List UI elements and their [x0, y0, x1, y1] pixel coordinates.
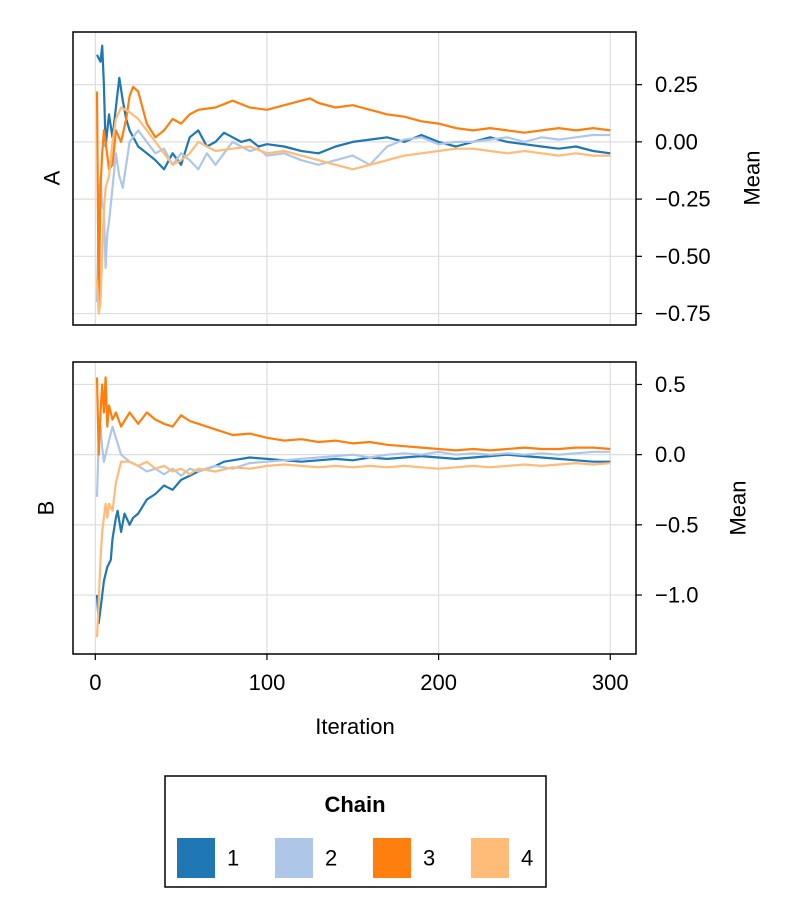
- panel-a-y-tick-label: 0.00: [655, 129, 698, 154]
- x-tick-label: 300: [592, 670, 629, 695]
- panel-b-y-tick-label: 0.5: [655, 372, 686, 397]
- panel-b-y-tick-label: −0.5: [655, 512, 698, 537]
- panel-b-y-axis-label: Mean: [726, 480, 751, 535]
- legend-label-2: 2: [325, 846, 337, 871]
- panel-b-series-4-line: [95, 460, 611, 638]
- legend-items: 1 2 3 4: [177, 838, 533, 878]
- x-axis-ticks: 0 100 200 300: [89, 654, 629, 695]
- legend-label-4: 4: [521, 846, 533, 871]
- panel-b-series-3-line: [95, 376, 611, 456]
- panel-b-label: B: [34, 501, 59, 516]
- x-tick-label: 0: [89, 670, 101, 695]
- panel-a-y-tick-label: −0.25: [655, 187, 711, 212]
- panel-a-y-ticks: 0.25 0.00 −0.25 −0.50 −0.75: [636, 72, 711, 326]
- legend-swatch-4: [471, 838, 509, 878]
- panel-a: 0.25 0.00 −0.25 −0.50 −0.75 A Mean: [40, 31, 765, 326]
- panel-a-label: A: [40, 170, 65, 185]
- panel-b-series-1-line: [95, 453, 611, 625]
- panel-a-y-axis-label: Mean: [740, 150, 765, 205]
- panel-b-series-lines: [95, 376, 611, 638]
- legend-label-3: 3: [423, 846, 435, 871]
- panel-b-series-2-line: [95, 425, 611, 497]
- panel-b-frame: [72, 361, 637, 655]
- legend: Chain 1 2 3 4: [164, 775, 547, 888]
- panel-a-series-3-line: [95, 85, 611, 308]
- panel-a-series-2-line: [95, 129, 611, 303]
- panel-b-y-tick-label: 0.0: [655, 442, 686, 467]
- x-tick-label: 100: [249, 670, 286, 695]
- legend-title: Chain: [324, 792, 385, 817]
- panel-a-y-tick-label: 0.25: [655, 72, 698, 97]
- panel-a-y-tick-label: −0.75: [655, 301, 711, 326]
- x-axis-label: Iteration: [315, 714, 395, 739]
- legend-swatch-1: [177, 838, 215, 878]
- panel-b-y-tick-label: −1.0: [655, 583, 698, 608]
- panel-a-frame: [72, 31, 637, 326]
- x-tick-label: 200: [420, 670, 457, 695]
- panel-b: 0.5 0.0 −0.5 −1.0 B Mean: [34, 361, 751, 655]
- legend-label-1: 1: [227, 846, 239, 871]
- legend-swatch-3: [373, 838, 411, 878]
- panel-b-y-ticks: 0.5 0.0 −0.5 −1.0: [636, 372, 698, 608]
- panel-a-series-4-line: [95, 106, 611, 315]
- panel-a-series-lines: [95, 44, 611, 315]
- legend-swatch-2: [275, 838, 313, 878]
- panel-a-y-tick-label: −0.50: [655, 244, 711, 269]
